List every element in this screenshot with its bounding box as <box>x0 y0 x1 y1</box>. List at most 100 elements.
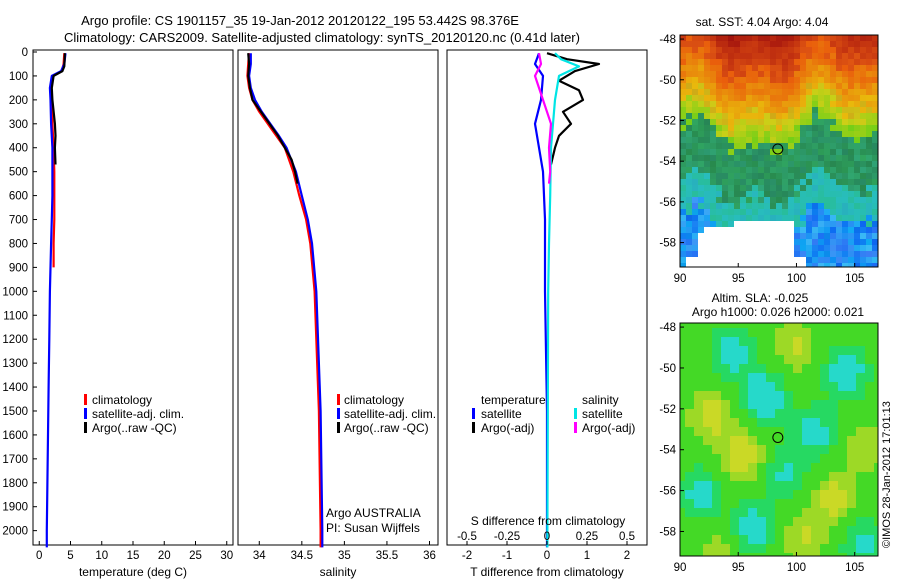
sla-cell <box>730 323 740 329</box>
sst-cell <box>746 89 753 96</box>
sst-cell <box>758 227 765 234</box>
sst-cell <box>764 173 771 180</box>
sst-cell <box>818 143 825 150</box>
sla-cell <box>820 323 830 329</box>
sst-cell <box>848 197 855 204</box>
sst-cell <box>692 89 699 96</box>
sla-cell <box>838 490 848 500</box>
sst-cell <box>818 149 825 156</box>
sla-cell <box>811 526 821 536</box>
sst-cell <box>866 89 873 96</box>
sst-cell <box>854 143 861 150</box>
sla-cell <box>856 391 866 401</box>
sla-cell <box>694 445 704 455</box>
sla-cell <box>820 463 830 473</box>
sla-cell <box>784 427 794 437</box>
sla-cell <box>766 445 776 455</box>
sla-cell <box>703 490 713 500</box>
sla-cell <box>757 382 767 392</box>
sla-cell <box>694 436 704 446</box>
sst-cell <box>752 71 759 78</box>
sst-cell <box>794 65 801 72</box>
sst-cell <box>818 71 825 78</box>
sla-cell <box>847 328 857 338</box>
temperature-x-ticks: 0 5 10 15 20 25 30 <box>36 541 233 562</box>
sla-cell <box>685 535 695 545</box>
sst-cell <box>830 233 837 240</box>
sst-cell <box>758 47 765 54</box>
sla-cell <box>847 364 857 374</box>
sst-cell <box>854 107 861 114</box>
sla-cell <box>793 409 803 419</box>
sst-cell <box>800 71 807 78</box>
sla-cell <box>730 499 740 509</box>
sla-cell <box>847 508 857 518</box>
sla-cell <box>730 472 740 482</box>
map-y-tick-label: -54 <box>659 156 676 168</box>
sst-cell <box>740 173 747 180</box>
sst-cell <box>836 53 843 60</box>
sst-cell <box>776 119 783 126</box>
sst-cell <box>776 113 783 120</box>
sla-cell <box>811 337 821 347</box>
sst-cell <box>776 227 783 234</box>
sst-cell <box>692 65 699 72</box>
sst-cell <box>860 161 867 168</box>
sst-cell <box>740 161 747 168</box>
sla-cell <box>838 454 848 464</box>
sla-cell <box>838 355 848 365</box>
sst-cell <box>752 35 759 42</box>
sla-cell <box>829 382 839 392</box>
sst-cell <box>830 119 837 126</box>
sst-cell <box>764 155 771 162</box>
sla-cell <box>721 382 731 392</box>
sla-cell <box>680 427 686 437</box>
sst-cell <box>740 209 747 216</box>
sst-cell <box>746 83 753 90</box>
sla-cell <box>811 382 821 392</box>
sst-cell <box>818 263 825 267</box>
sla-cell <box>694 364 704 374</box>
sst-cell <box>734 161 741 168</box>
sst-cell <box>758 197 765 204</box>
argo-position-marker <box>772 143 784 155</box>
sst-cell <box>710 245 717 252</box>
sst-cell <box>716 227 723 234</box>
sla-cell <box>685 364 695 374</box>
sst-cell <box>776 173 783 180</box>
legend-swatch-t-satellite <box>472 408 475 419</box>
sst-cell <box>728 131 735 138</box>
sst-cell <box>842 251 849 258</box>
sst-cell <box>842 215 849 222</box>
sst-cell <box>722 107 729 114</box>
sst-cell <box>770 245 777 252</box>
sla-cell <box>766 544 776 554</box>
sst-cell <box>842 197 849 204</box>
sst-cell <box>806 89 813 96</box>
sst-cell <box>728 71 735 78</box>
sst-cell <box>800 89 807 96</box>
sla-cell <box>775 445 785 455</box>
sla-cell <box>847 418 857 428</box>
sst-cell <box>848 53 855 60</box>
sst-cell <box>704 35 711 42</box>
sst-cell <box>866 245 873 252</box>
sla-cell <box>757 328 767 338</box>
sla-cell <box>811 454 821 464</box>
sst-cell <box>734 263 741 267</box>
sst-cell <box>740 257 747 264</box>
sla-cell <box>757 526 767 536</box>
sla-cell <box>757 436 767 446</box>
sst-cell <box>770 35 777 42</box>
sla-map-frame <box>679 322 879 557</box>
sla-cell <box>694 472 704 482</box>
sst-cell <box>716 221 723 228</box>
sst-cell <box>740 203 747 210</box>
sla-cell <box>856 463 866 473</box>
sla-cell <box>847 400 857 410</box>
sla-cell <box>793 328 803 338</box>
sst-cell <box>788 35 795 42</box>
sst-cell <box>800 221 807 228</box>
sst-cell <box>854 65 861 72</box>
sst-cell <box>788 131 795 138</box>
